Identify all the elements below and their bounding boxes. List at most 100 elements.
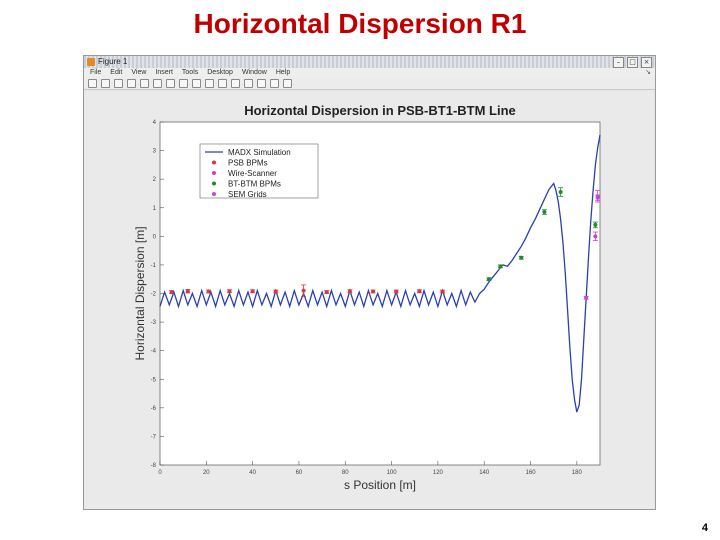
menu-window[interactable]: Window [241, 69, 267, 76]
data-point [593, 234, 598, 239]
x-tick-label: 80 [342, 470, 349, 476]
data-point [542, 210, 547, 215]
y-tick-label: -8 [151, 463, 157, 469]
y-tick-label: 1 [153, 206, 157, 212]
data-point [558, 190, 563, 195]
x-tick-label: 100 [387, 470, 398, 476]
open-icon[interactable] [101, 79, 110, 88]
window-titlebar[interactable]: Figure 1 – □ × [84, 56, 655, 68]
x-tick-label: 60 [296, 470, 303, 476]
page-number: 4 [701, 522, 708, 534]
data-point [486, 277, 491, 282]
y-tick-label: -6 [151, 406, 157, 412]
maximize-icon[interactable]: □ [627, 57, 638, 68]
data-point [347, 289, 352, 294]
legend-label: SEM Grids [228, 190, 267, 199]
print-icon[interactable] [127, 79, 136, 88]
legend-marker [212, 181, 216, 186]
zoom-in-icon[interactable] [153, 79, 162, 88]
colorbar-icon[interactable] [244, 79, 253, 88]
data-point [593, 222, 598, 227]
x-tick-label: 140 [479, 470, 490, 476]
data-point [394, 289, 399, 294]
data-point [250, 289, 255, 294]
menu-file[interactable]: File [90, 69, 102, 76]
legend-label: MADX Simulation [228, 148, 291, 157]
window-controls: – □ × [613, 57, 652, 68]
menu-tools[interactable]: Tools [181, 69, 199, 76]
figure-window: Figure 1 – □ × File Edit View Insert Too… [83, 55, 656, 510]
data-point [324, 290, 329, 295]
data-point [169, 290, 174, 295]
new-file-icon[interactable] [88, 79, 97, 88]
menu-bar: File Edit View Insert Tools Desktop Wind… [84, 68, 655, 78]
x-tick-label: 40 [249, 470, 256, 476]
dock-arrow-icon[interactable]: ↘ [645, 69, 651, 76]
data-point [584, 295, 589, 300]
brush-icon[interactable] [218, 79, 227, 88]
legend-marker [212, 192, 216, 196]
legend-marker [212, 171, 216, 175]
chart-title: Horizontal Dispersion in PSB-BT1-BTM Lin… [244, 103, 516, 118]
y-tick-label: -5 [151, 377, 157, 383]
y-tick-label: -3 [151, 320, 157, 326]
chart: Horizontal Dispersion in PSB-BT1-BTM Lin… [133, 103, 601, 492]
minimize-icon[interactable]: – [613, 57, 624, 68]
zoom-out-icon[interactable] [166, 79, 175, 88]
legend-marker [212, 160, 216, 165]
y-tick-label: 0 [153, 234, 157, 240]
data-point [227, 289, 232, 294]
x-tick-label: 0 [158, 470, 162, 476]
show-plot-icon[interactable] [283, 79, 292, 88]
y-tick-label: 4 [153, 120, 157, 126]
matlab-figure-icon [87, 58, 95, 66]
madx-simulation-line [159, 134, 601, 413]
close-icon[interactable]: × [641, 57, 652, 68]
data-point [371, 289, 376, 294]
data-point [185, 289, 190, 294]
data-point [595, 195, 600, 200]
legend-icon[interactable] [257, 79, 266, 88]
slide-title: Horizontal Dispersion R1 [193, 8, 527, 39]
x-tick-label: 120 [433, 470, 444, 476]
legend-box [199, 143, 319, 199]
save-icon[interactable] [114, 79, 123, 88]
menu-desktop[interactable]: Desktop [207, 69, 233, 76]
menu-insert[interactable]: Insert [155, 69, 173, 76]
link-icon[interactable] [231, 79, 240, 88]
window-title: Figure 1 [98, 57, 128, 66]
data-point [440, 289, 445, 294]
data-point [417, 289, 422, 294]
legend-label: BT-BTM BPMs [228, 180, 281, 189]
data-point [301, 288, 306, 293]
y-tick-label: -1 [151, 263, 157, 269]
arrow-icon[interactable] [140, 79, 149, 88]
rotate-icon[interactable] [192, 79, 201, 88]
data-cursor-icon[interactable] [205, 79, 214, 88]
menu-edit[interactable]: Edit [110, 69, 123, 76]
menu-help[interactable]: Help [275, 69, 291, 76]
plot-area: Horizontal Dispersion in PSB-BT1-BTM Lin… [85, 91, 654, 509]
data-point [498, 264, 503, 269]
legend-label: Wire-Scanner [228, 169, 277, 178]
x-axis-label: s Position [m] [344, 478, 416, 492]
legend-label: PSB BPMs [228, 159, 268, 168]
y-tick-label: -7 [151, 434, 157, 440]
plot-series [159, 134, 601, 413]
x-tick-label: 20 [203, 470, 210, 476]
menu-view[interactable]: View [131, 69, 147, 76]
y-tick-label: -2 [151, 292, 157, 298]
pan-icon[interactable] [179, 79, 188, 88]
figure-toolbar [84, 78, 655, 90]
hide-plot-icon[interactable] [270, 79, 279, 88]
y-axis-label: Horizontal Dispersion [m] [133, 226, 147, 360]
y-tick-label: 3 [153, 149, 157, 155]
x-tick-label: 160 [526, 470, 537, 476]
data-point [206, 289, 211, 294]
data-point [519, 255, 524, 260]
y-tick-label: 2 [153, 177, 157, 183]
x-tick-label: 180 [572, 470, 583, 476]
data-point [273, 289, 278, 294]
y-tick-label: -4 [151, 349, 157, 355]
